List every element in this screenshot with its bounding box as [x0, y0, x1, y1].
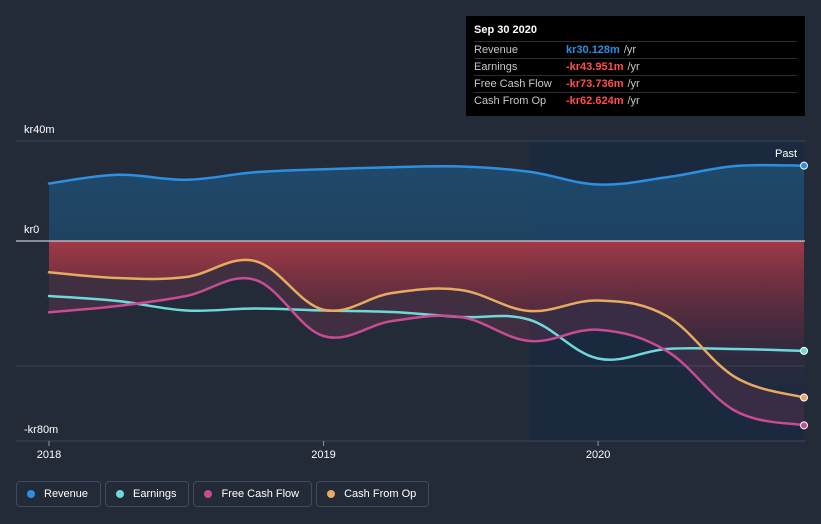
legend-item-cash-from-op[interactable]: Cash From Op: [316, 481, 430, 507]
data-tooltip: Sep 30 2020 Revenue kr30.128m/yr Earnings -…: [466, 16, 805, 116]
y-tick-label: kr0: [24, 224, 39, 236]
legend-dot-icon: [204, 490, 213, 498]
tooltip-series-name: Revenue: [474, 44, 519, 56]
earnings-endpoint: [800, 346, 808, 355]
tooltip-series-value: kr30.128m: [566, 44, 620, 56]
revenue-endpoint: [800, 161, 808, 170]
tooltip-row: Free Cash Flow -kr73.736m/yr: [474, 75, 797, 92]
tooltip-series-value: -kr73.736m: [566, 78, 624, 90]
legend-item-free-cash-flow[interactable]: Free Cash Flow: [193, 481, 313, 507]
tooltip-series-unit: /yr: [623, 44, 637, 56]
tooltip-row: Revenue kr30.128m/yr: [474, 41, 797, 58]
series-endpoints: [800, 161, 808, 430]
x-tick-label: 2020: [586, 449, 610, 461]
tooltip-rows: Revenue kr30.128m/yr Earnings -kr43.951m/yr…: [474, 41, 797, 109]
cash-from-op-line: [47, 258, 806, 399]
tooltip-series-unit: /yr: [627, 61, 640, 73]
revenue-line: [47, 163, 806, 186]
y-tick-label: kr40m: [24, 124, 55, 136]
free-cash-flow-endpoint: [800, 421, 808, 430]
y-tick-label: -kr80m: [24, 424, 58, 436]
legend-label: Free Cash Flow: [221, 488, 300, 500]
series-lines: [47, 163, 806, 427]
free-cash-flow-line: [47, 277, 806, 427]
legend-dot-icon: [116, 490, 125, 498]
x-tick-label: 2018: [37, 449, 61, 461]
x-axis: 2018 2019 2020: [37, 441, 610, 461]
past-label: Past: [775, 148, 797, 160]
x-tick-label: 2019: [311, 449, 335, 461]
legend-item-revenue[interactable]: Revenue: [16, 481, 102, 507]
tooltip-row: Cash From Op -kr62.624m/yr: [474, 92, 797, 109]
legend: Revenue Earnings Free Cash Flow Cash From O…: [16, 481, 430, 507]
y-axis: kr40m kr0 -kr80m: [24, 124, 58, 436]
legend-label: Earnings: [133, 488, 177, 500]
tooltip-series-value: -kr43.951m: [566, 61, 624, 73]
tooltip-row: Earnings -kr43.951m/yr: [474, 58, 797, 75]
tooltip-series-value: -kr62.624m: [566, 95, 624, 107]
legend-dot-icon: [27, 490, 35, 498]
legend-label: Revenue: [44, 488, 89, 500]
tooltip-series-unit: /yr: [627, 78, 640, 90]
tooltip-series-unit: /yr: [627, 95, 640, 107]
earnings-line: [47, 294, 806, 361]
tooltip-series-name: Cash From Op: [474, 95, 547, 107]
tooltip-date: Sep 30 2020: [474, 24, 537, 36]
legend-item-earnings[interactable]: Earnings: [105, 481, 190, 507]
legend-dot-icon: [327, 490, 336, 498]
tooltip-series-name: Free Cash Flow: [474, 78, 552, 90]
loss-area: [49, 241, 804, 398]
revenue-area: [49, 164, 804, 241]
cash-from-op-endpoint: [800, 393, 808, 402]
tooltip-series-name: Earnings: [474, 61, 518, 73]
legend-label: Cash From Op: [344, 488, 417, 500]
